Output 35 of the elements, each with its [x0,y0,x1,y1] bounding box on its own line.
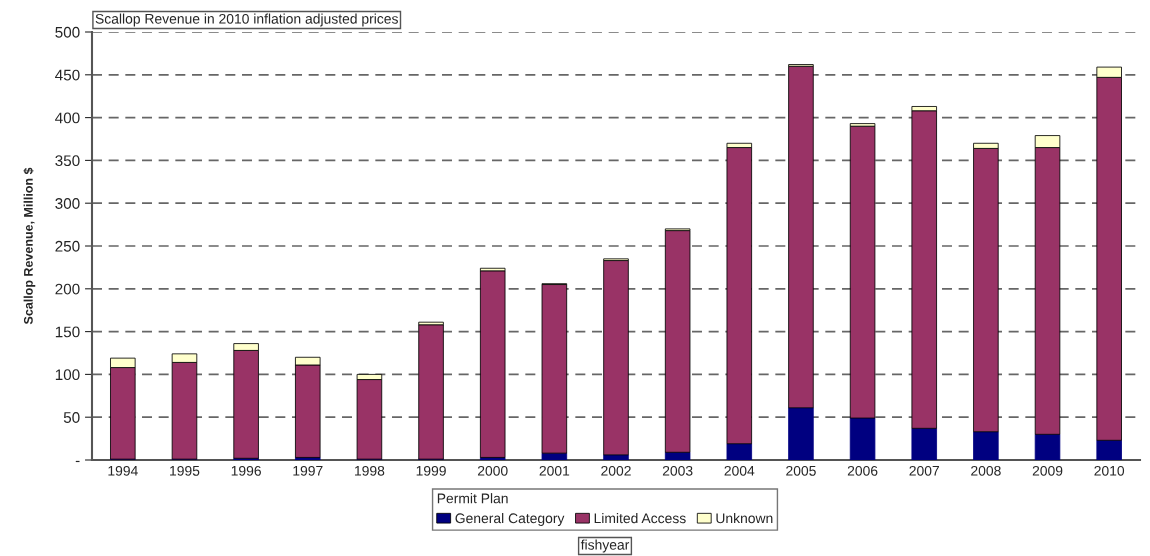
x-tick-label: 2009 [1032,465,1063,476]
x-tick-label: 1995 [170,465,200,476]
x-tick-label: 2005 [786,465,816,476]
x-tick-label: 2004 [724,465,755,476]
x-axis-title: fishyear [580,539,630,553]
legend-label: Unknown [716,513,773,524]
y-tick-label: 250 [55,240,80,252]
x-tick-label: 2010 [1094,465,1125,476]
y-tick-label: 450 [55,69,80,81]
x-tick-label: 2007 [909,465,939,476]
x-tick-label: 1998 [355,465,385,476]
x-tick-label: 2003 [662,465,693,476]
x-tick-label: 2000 [477,465,508,476]
x-tick-label: 1996 [231,465,261,476]
x-tick-label: 1997 [293,465,323,476]
y-tick-label: 100 [55,369,80,381]
y-tick-label: - [75,460,80,463]
y-tick-label: 400 [55,112,80,124]
x-tick-label: 2008 [971,465,1001,476]
y-tick-label: 300 [55,198,80,209]
legend-label: General Category [455,513,565,526]
y-tick-label: 500 [55,26,80,38]
x-tick-label: 1999 [416,465,446,476]
x-tick-label: 2002 [601,465,631,476]
y-tick-label: 200 [55,283,80,295]
chart-title: Scallop Revenue in 2010 inflation adjusted prices [95,13,398,27]
x-tick-label: 2006 [847,465,878,476]
y-tick-label: 350 [55,155,80,167]
legend-label: Limited Access [594,513,686,524]
y-axis-title: Scallop Revenue, Million $ [23,167,36,325]
x-tick-label: 1994 [108,465,138,476]
y-tick-label: 50 [63,412,80,423]
legend-title: Permit Plan [437,493,508,504]
x-tick-label: 2001 [539,465,570,476]
y-tick-label: 150 [55,326,80,338]
